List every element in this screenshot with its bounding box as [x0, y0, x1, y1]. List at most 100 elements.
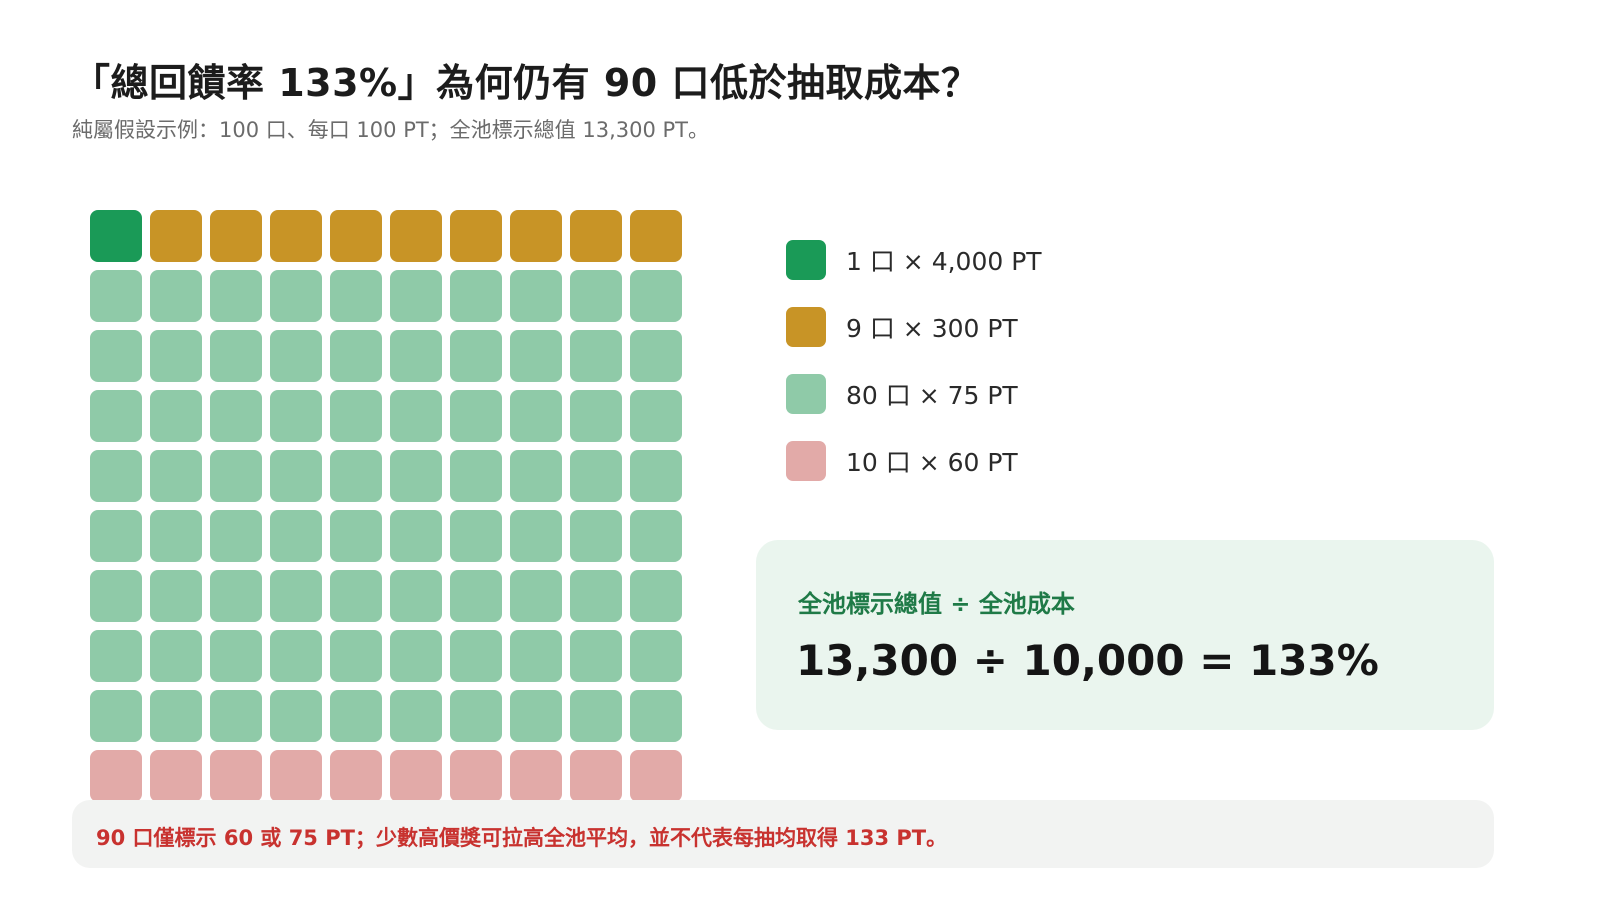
waffle-cell: [510, 330, 562, 382]
waffle-cell: [270, 570, 322, 622]
waffle-cell: [390, 390, 442, 442]
waffle-cell: [510, 510, 562, 562]
waffle-cell: [570, 270, 622, 322]
waffle-cell: [390, 690, 442, 742]
waffle-cell: [210, 570, 262, 622]
waffle-cell: [150, 690, 202, 742]
legend-swatch: [786, 240, 826, 280]
legend-label: 80 口 × 75 PT: [846, 381, 1018, 410]
waffle-cell: [390, 750, 442, 800]
waffle-cell: [390, 270, 442, 322]
waffle-cell: [270, 210, 322, 262]
waffle-cell: [390, 330, 442, 382]
waffle-cell: [450, 630, 502, 682]
waffle-cell: [90, 270, 142, 322]
waffle-cell: [150, 330, 202, 382]
waffle-cell: [450, 270, 502, 322]
waffle-cell: [330, 330, 382, 382]
waffle-cell: [90, 210, 142, 262]
waffle-cell: [630, 630, 682, 682]
waffle-cell: [390, 210, 442, 262]
waffle-cell: [570, 390, 622, 442]
waffle-cell: [330, 450, 382, 502]
waffle-cell: [210, 510, 262, 562]
waffle-cell: [630, 690, 682, 742]
waffle-cell: [450, 570, 502, 622]
waffle-cell: [450, 690, 502, 742]
waffle-cell: [390, 630, 442, 682]
waffle-cell: [330, 270, 382, 322]
legend-swatch: [786, 374, 826, 414]
waffle-cell: [630, 510, 682, 562]
waffle-cell: [570, 570, 622, 622]
waffle-cell: [150, 510, 202, 562]
legend-label: 10 口 × 60 PT: [846, 448, 1018, 477]
waffle-cell: [210, 270, 262, 322]
waffle-cell: [270, 390, 322, 442]
waffle-cell: [570, 450, 622, 502]
waffle-chart: [90, 210, 700, 800]
formula-label: 全池標示總值 ÷ 全池成本: [798, 590, 1075, 618]
waffle-cell: [210, 750, 262, 800]
waffle-cell: [450, 390, 502, 442]
waffle-cell: [150, 750, 202, 800]
waffle-cell: [630, 330, 682, 382]
waffle-svg: [90, 210, 682, 800]
waffle-cell: [570, 330, 622, 382]
waffle-cell: [510, 210, 562, 262]
waffle-cell: [570, 510, 622, 562]
note-text: 90 口僅標示 60 或 75 PT；少數高價獎可拉高全池平均，並不代表每抽均取…: [96, 826, 948, 850]
waffle-cell: [90, 750, 142, 800]
waffle-cell: [630, 450, 682, 502]
waffle-cell: [390, 510, 442, 562]
waffle-cell: [90, 630, 142, 682]
waffle-cell: [450, 750, 502, 800]
waffle-cell: [450, 510, 502, 562]
legend-item: 80 口 × 75 PT: [786, 374, 1286, 414]
waffle-cell: [510, 750, 562, 800]
waffle-cell: [270, 690, 322, 742]
waffle-cell: [270, 270, 322, 322]
waffle-cell: [270, 750, 322, 800]
waffle-cell: [510, 450, 562, 502]
legend-item: 1 口 × 4,000 PT: [786, 240, 1286, 280]
legend-swatch: [786, 441, 826, 481]
waffle-cell: [210, 690, 262, 742]
chart-subtitle: 純屬假設示例：100 口、每口 100 PT；全池標示總值 13,300 PT。: [72, 118, 710, 142]
legend-item: 10 口 × 60 PT: [786, 441, 1286, 481]
waffle-cell: [270, 450, 322, 502]
waffle-cell: [150, 630, 202, 682]
waffle-cell: [630, 210, 682, 262]
waffle-cell: [330, 510, 382, 562]
note-bar: 90 口僅標示 60 或 75 PT；少數高價獎可拉高全池平均，並不代表每抽均取…: [72, 800, 1494, 868]
waffle-cell: [510, 390, 562, 442]
formula-box: 全池標示總值 ÷ 全池成本 13,300 ÷ 10,000 = 133%: [756, 540, 1494, 730]
legend-label: 9 口 × 300 PT: [846, 314, 1018, 343]
waffle-cell: [330, 630, 382, 682]
waffle-cell: [90, 450, 142, 502]
waffle-cell: [210, 390, 262, 442]
waffle-cell: [90, 510, 142, 562]
waffle-cell: [330, 210, 382, 262]
waffle-cell: [330, 390, 382, 442]
waffle-cell: [270, 630, 322, 682]
legend: 1 口 × 4,000 PT 9 口 × 300 PT 80 口 × 75 PT 10…: [786, 240, 1286, 508]
waffle-cell: [210, 450, 262, 502]
formula-expression: 13,300 ÷ 10,000 = 133%: [796, 636, 1379, 685]
waffle-cell: [450, 330, 502, 382]
waffle-cell: [210, 630, 262, 682]
waffle-cell: [570, 750, 622, 800]
waffle-cell: [90, 390, 142, 442]
waffle-cell: [330, 570, 382, 622]
waffle-cell: [630, 390, 682, 442]
waffle-cell: [570, 210, 622, 262]
waffle-cell: [630, 750, 682, 800]
waffle-cell: [90, 330, 142, 382]
waffle-cell: [510, 690, 562, 742]
waffle-cell: [390, 570, 442, 622]
waffle-cell: [570, 630, 622, 682]
waffle-cell: [210, 330, 262, 382]
waffle-cell: [150, 210, 202, 262]
waffle-cell: [150, 390, 202, 442]
